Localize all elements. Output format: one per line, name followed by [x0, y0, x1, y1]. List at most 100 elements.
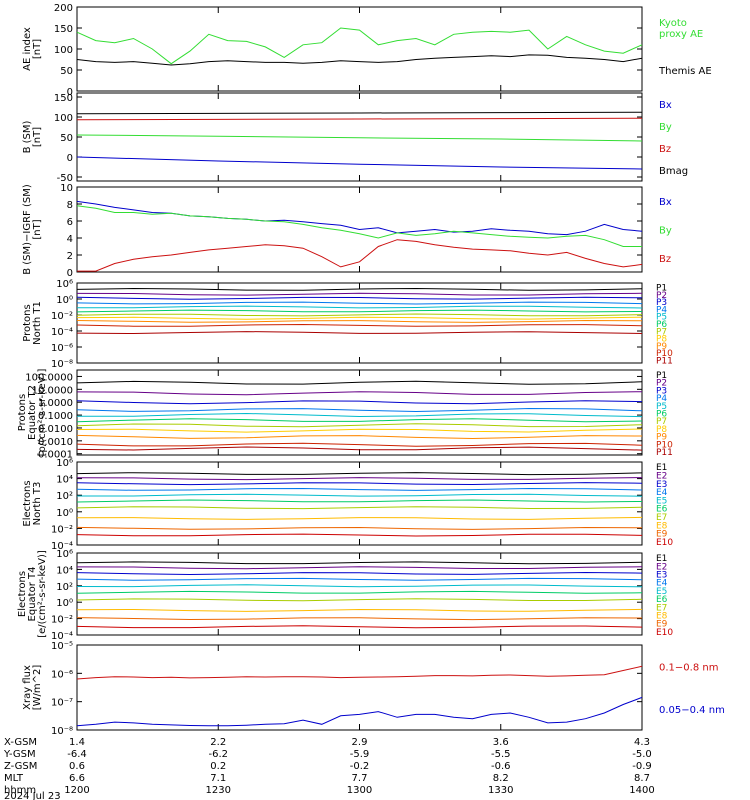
pe-channel-label: P2 [656, 379, 667, 389]
xray-ytick-label: 10⁻⁸ [51, 726, 73, 737]
en-ytick-label: 10⁶ [56, 458, 73, 469]
xaxis-row-label: Y-GSM [3, 749, 36, 760]
pn-channel-line [76, 301, 643, 305]
ee-channel-line [76, 608, 643, 612]
xaxis-tick-value: 1300 [347, 785, 372, 796]
xaxis-tick-value: 6.6 [69, 773, 85, 784]
bsm-ylabel: [nT] [32, 127, 43, 147]
xaxis-tick-value: 0.2 [210, 761, 226, 772]
pn-ylabel: North T1 [32, 301, 43, 345]
pn-channel-line [76, 292, 643, 296]
pe-channel-label: P3 [656, 386, 667, 396]
en-channel-label: E2 [656, 471, 667, 481]
xaxis-tick-value: 8.7 [634, 773, 650, 784]
xray-series-line [76, 696, 643, 727]
en-channel-label: E6 [656, 505, 668, 515]
pe-channel-label: P5 [656, 402, 667, 412]
xaxis-tick-value: 1330 [488, 785, 513, 796]
bigrf-ylabel: [nT] [32, 219, 43, 239]
en-channel-label: E1 [656, 463, 667, 473]
pe-channel-label: P7 [656, 417, 667, 427]
en-channel-line [77, 493, 643, 497]
xaxis-tick-value: 3.6 [493, 737, 509, 748]
ae-ytick-label: 150 [54, 24, 73, 35]
bigrf-ytick-label: 4 [67, 234, 73, 245]
pe-channel-label: P11 [656, 448, 673, 458]
pn-ytick-label: 10⁶ [56, 279, 73, 290]
pe-channel-label: P6 [656, 410, 667, 420]
en-ytick-label: 10⁰ [56, 508, 73, 519]
bigrf-ytick-label: 0 [67, 268, 73, 279]
pn-channel-label: P6 [656, 320, 667, 330]
xray-frame [76, 644, 643, 731]
en-ytick-label: 10⁻⁴ [51, 541, 73, 552]
xaxis-tick-value: 0.6 [69, 761, 85, 772]
pe-channel-line [76, 418, 643, 423]
pe-channel-label: P9 [656, 433, 667, 443]
pe-channel-line [76, 428, 643, 433]
ee-channel-line [76, 584, 643, 588]
ee-ylabel: Electrons [17, 571, 28, 617]
xray-legend-label: 0.1−0.8 nm [659, 662, 718, 673]
ee-channel-label: E8 [656, 612, 668, 622]
ae-frame [76, 6, 643, 92]
pe-channel-label: P4 [656, 394, 667, 404]
pn-channel-line [76, 331, 643, 335]
ee-ylabel: [e/(cm²-s-sr-keV)] [37, 550, 48, 638]
pn-channel-line [76, 309, 643, 313]
xaxis-tick-value: 2.9 [352, 737, 368, 748]
en-channel-label: E3 [656, 480, 667, 490]
bigrf-legend-label: Bx [659, 197, 672, 208]
en-channel-line [76, 487, 643, 491]
pe-channel-line [76, 380, 643, 385]
pe-channel-line [76, 446, 643, 451]
pn-ylabel: Protons [22, 304, 33, 341]
xaxis-tick-value: -5.9 [350, 749, 370, 760]
ee-channel-label: E5 [656, 587, 667, 597]
xaxis-tick-value: -0.2 [350, 761, 370, 772]
bigrf-legend-label: Bz [659, 254, 671, 265]
ee-channel-line [76, 625, 643, 629]
pn-channel-line [76, 313, 643, 317]
ee-frame [76, 552, 643, 636]
ae-ytick-label: 50 [60, 66, 73, 77]
pn-channel-line [76, 316, 643, 320]
xray-ylabel: Xray flux [22, 665, 33, 710]
xaxis-tick-value: 1.4 [69, 737, 85, 748]
en-channel-line [76, 477, 643, 481]
ae-ylabel: [nT] [32, 39, 43, 59]
xray-series-line [76, 665, 643, 680]
pe-ytick-label: 0.0100 [38, 424, 73, 435]
bsm-ylabel: B (SM) [22, 120, 33, 153]
bigrf-series-line [76, 205, 642, 247]
pe-channel-label: P1 [656, 371, 667, 381]
pn-frame [76, 282, 643, 364]
pn-channel-label: P3 [656, 298, 667, 308]
bsm-ytick-label: 100 [54, 113, 73, 124]
pe-channel-line [76, 412, 643, 418]
pe-channel-line [76, 407, 643, 413]
ae-series-line [76, 54, 643, 66]
ae-legend-label: Themis AE [658, 66, 712, 77]
ee-channel-label: E2 [656, 562, 667, 572]
xray-ytick-label: 10⁻⁶ [51, 669, 73, 680]
pn-ytick-label: 10⁻⁶ [51, 343, 73, 354]
ee-channel-line [76, 561, 643, 565]
pe-channel-label: P10 [656, 440, 673, 450]
xaxis-tick-value: 4.3 [634, 737, 650, 748]
bigrf-ytick-label: 8 [67, 200, 73, 211]
pn-channel-label: P4 [656, 305, 667, 315]
date-label: 2024 Jul 23 [4, 791, 61, 800]
bigrf-series-line [77, 239, 643, 272]
en-channel-line [76, 533, 643, 537]
xray-ytick-label: 10⁻⁵ [51, 641, 73, 652]
en-channel-label: E8 [656, 521, 668, 531]
xaxis-tick-value: -5.5 [491, 749, 511, 760]
pn-channel-line [76, 319, 643, 323]
ee-channel-label: E9 [656, 620, 668, 630]
ae-ytick-label: 100 [54, 45, 73, 56]
bsm-legend-label: Bx [659, 100, 672, 111]
bsm-ytick-label: 150 [54, 93, 73, 104]
ee-ytick-label: 10⁰ [56, 598, 73, 609]
